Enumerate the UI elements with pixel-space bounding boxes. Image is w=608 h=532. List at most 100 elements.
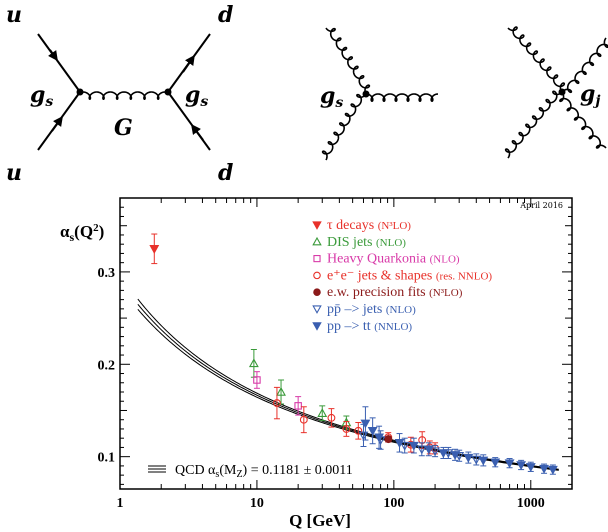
legend-label: Heavy Quarkonia (NLO) [327,252,460,267]
marker-triangle-down-filled [539,464,549,474]
data-point [423,442,434,457]
data-point [253,371,261,389]
data-point [547,464,558,475]
legend-label: pp̄ –> jets (NLO) [327,302,416,317]
marker-circle-open [327,413,336,422]
x-tick-label: 10 [250,496,264,511]
marker-triangle-down-filled [504,459,515,469]
vertex-dot [362,90,370,98]
vertex-dot [558,88,566,96]
fit-label: QCD αs(MZ) = 0.1181 ± 0.0011 [148,463,353,480]
data-point [342,421,351,437]
marker-triangle-down-open [443,449,454,459]
marker-circle-open [342,425,351,433]
marker-triangle-down-open [312,305,322,314]
marker-circle-open [354,426,363,435]
data-point [416,442,427,457]
marker-triangle-down-filled [463,453,474,463]
plot-frame [119,197,573,490]
legend-item: e⁺e⁻ jets & shapes (res. NNLO) [313,268,492,283]
data-point [399,437,410,454]
marker-triangle-down-filled [374,433,385,443]
marker-triangle-down-filled [394,439,405,448]
data-point [367,417,378,445]
legend-label: e⁺e⁻ jets & shapes (res. NNLO) [327,268,492,283]
quartic-vertex-diagram: gj [504,26,608,159]
marker-triangle-down-filled [312,322,322,331]
legend-item: τ decays (N³LO) [312,218,411,233]
legend-item: pp –> tt (NNLO) [312,319,412,334]
marker-triangle-down-filled [423,445,434,455]
marker-triangle-down-filled [516,461,527,471]
data-point [384,435,393,444]
marker-triangle-up-open [317,408,328,417]
legend-label: τ decays (N³LO) [327,218,411,233]
quark-label-bottom-right: d [218,160,233,186]
marker-triangle-down-filled [408,441,419,451]
marker-triangle-down-filled [450,451,461,460]
marker-triangle-up-open [276,386,286,396]
gluon-leg-top-left [507,26,566,93]
marker-square-open [253,376,261,384]
vertex-dot [76,88,84,96]
fit-label-text: QCD αs(MZ) = 0.1181 ± 0.0011 [175,463,353,480]
marker-triangle-down-filled [547,465,558,475]
marker-triangle-down-filled [149,245,160,254]
data-point [525,461,536,472]
date-annotation: April 2016 [519,201,563,210]
legend: τ decays (N³LO) DIS jets (NLO) Heavy Quark… [312,218,492,334]
marker-triangle-up-open [248,358,259,368]
gluon-leg-upper [325,27,371,95]
data-point [408,437,419,454]
data-point [354,421,363,440]
x-tick-label: 100 [383,496,404,511]
data-point [438,446,449,460]
marker-triangle-down-filled [490,458,501,468]
marker-circle-filled [384,435,393,444]
marker-square-open [294,402,302,410]
arrow-icon [48,49,58,62]
marker-triangle-down-open [416,445,427,455]
legend-item: Heavy Quarkonia (NLO) [313,252,460,267]
arrow-icon [51,115,63,132]
data-point [478,454,489,467]
legend-item: e.w. precision fits (N³LO) [313,285,463,300]
marker-triangle-up-open [312,236,322,246]
exchange-diagram: u d u d gs gs G [6,2,233,186]
data-point [430,445,441,458]
data-point [539,463,549,474]
legend-item: pp̄ –> jets (NLO) [312,302,416,317]
data-point [327,408,336,428]
qcd-band-line [137,308,559,471]
triple-vertex-diagram: gs [320,27,439,161]
gluon-leg-top-right [561,37,608,94]
marker-triangle-down-filled [367,427,378,436]
marker-circle-open [272,399,281,408]
data-point [299,406,308,434]
legend-label: e.w. precision fits (N³LO) [327,285,463,300]
y-axis-label: αs(Q2) [60,222,104,244]
data-point [272,386,281,420]
gluon-leg-bottom-left [504,90,563,159]
marker-triangle-down-filled [360,419,371,429]
coupling-label-left: gs [30,82,53,110]
propagator-label: G [114,115,133,141]
gluon-leg-bottom-right [559,91,607,149]
data-point [149,233,160,265]
data-point [360,406,371,441]
data-point [294,396,302,416]
x-tick-label: 1 [117,496,124,511]
coupling-label: gs [320,83,343,111]
y-axis-ticks: 0.1 0.2 0.3 [98,206,572,485]
y-tick-label: 0.3 [98,266,116,281]
data-point [504,458,515,469]
marker-triangle-down-open [399,441,410,451]
marker-square-open [313,255,321,263]
marker-triangle-down-filled [478,456,489,466]
quark-label-top-right: d [218,2,233,28]
data-point [516,459,527,471]
coupling-label: gj [580,81,600,109]
x-axis-ticks: 1 10 100 1000 [117,198,573,511]
coupling-label-right: gs [185,82,208,110]
